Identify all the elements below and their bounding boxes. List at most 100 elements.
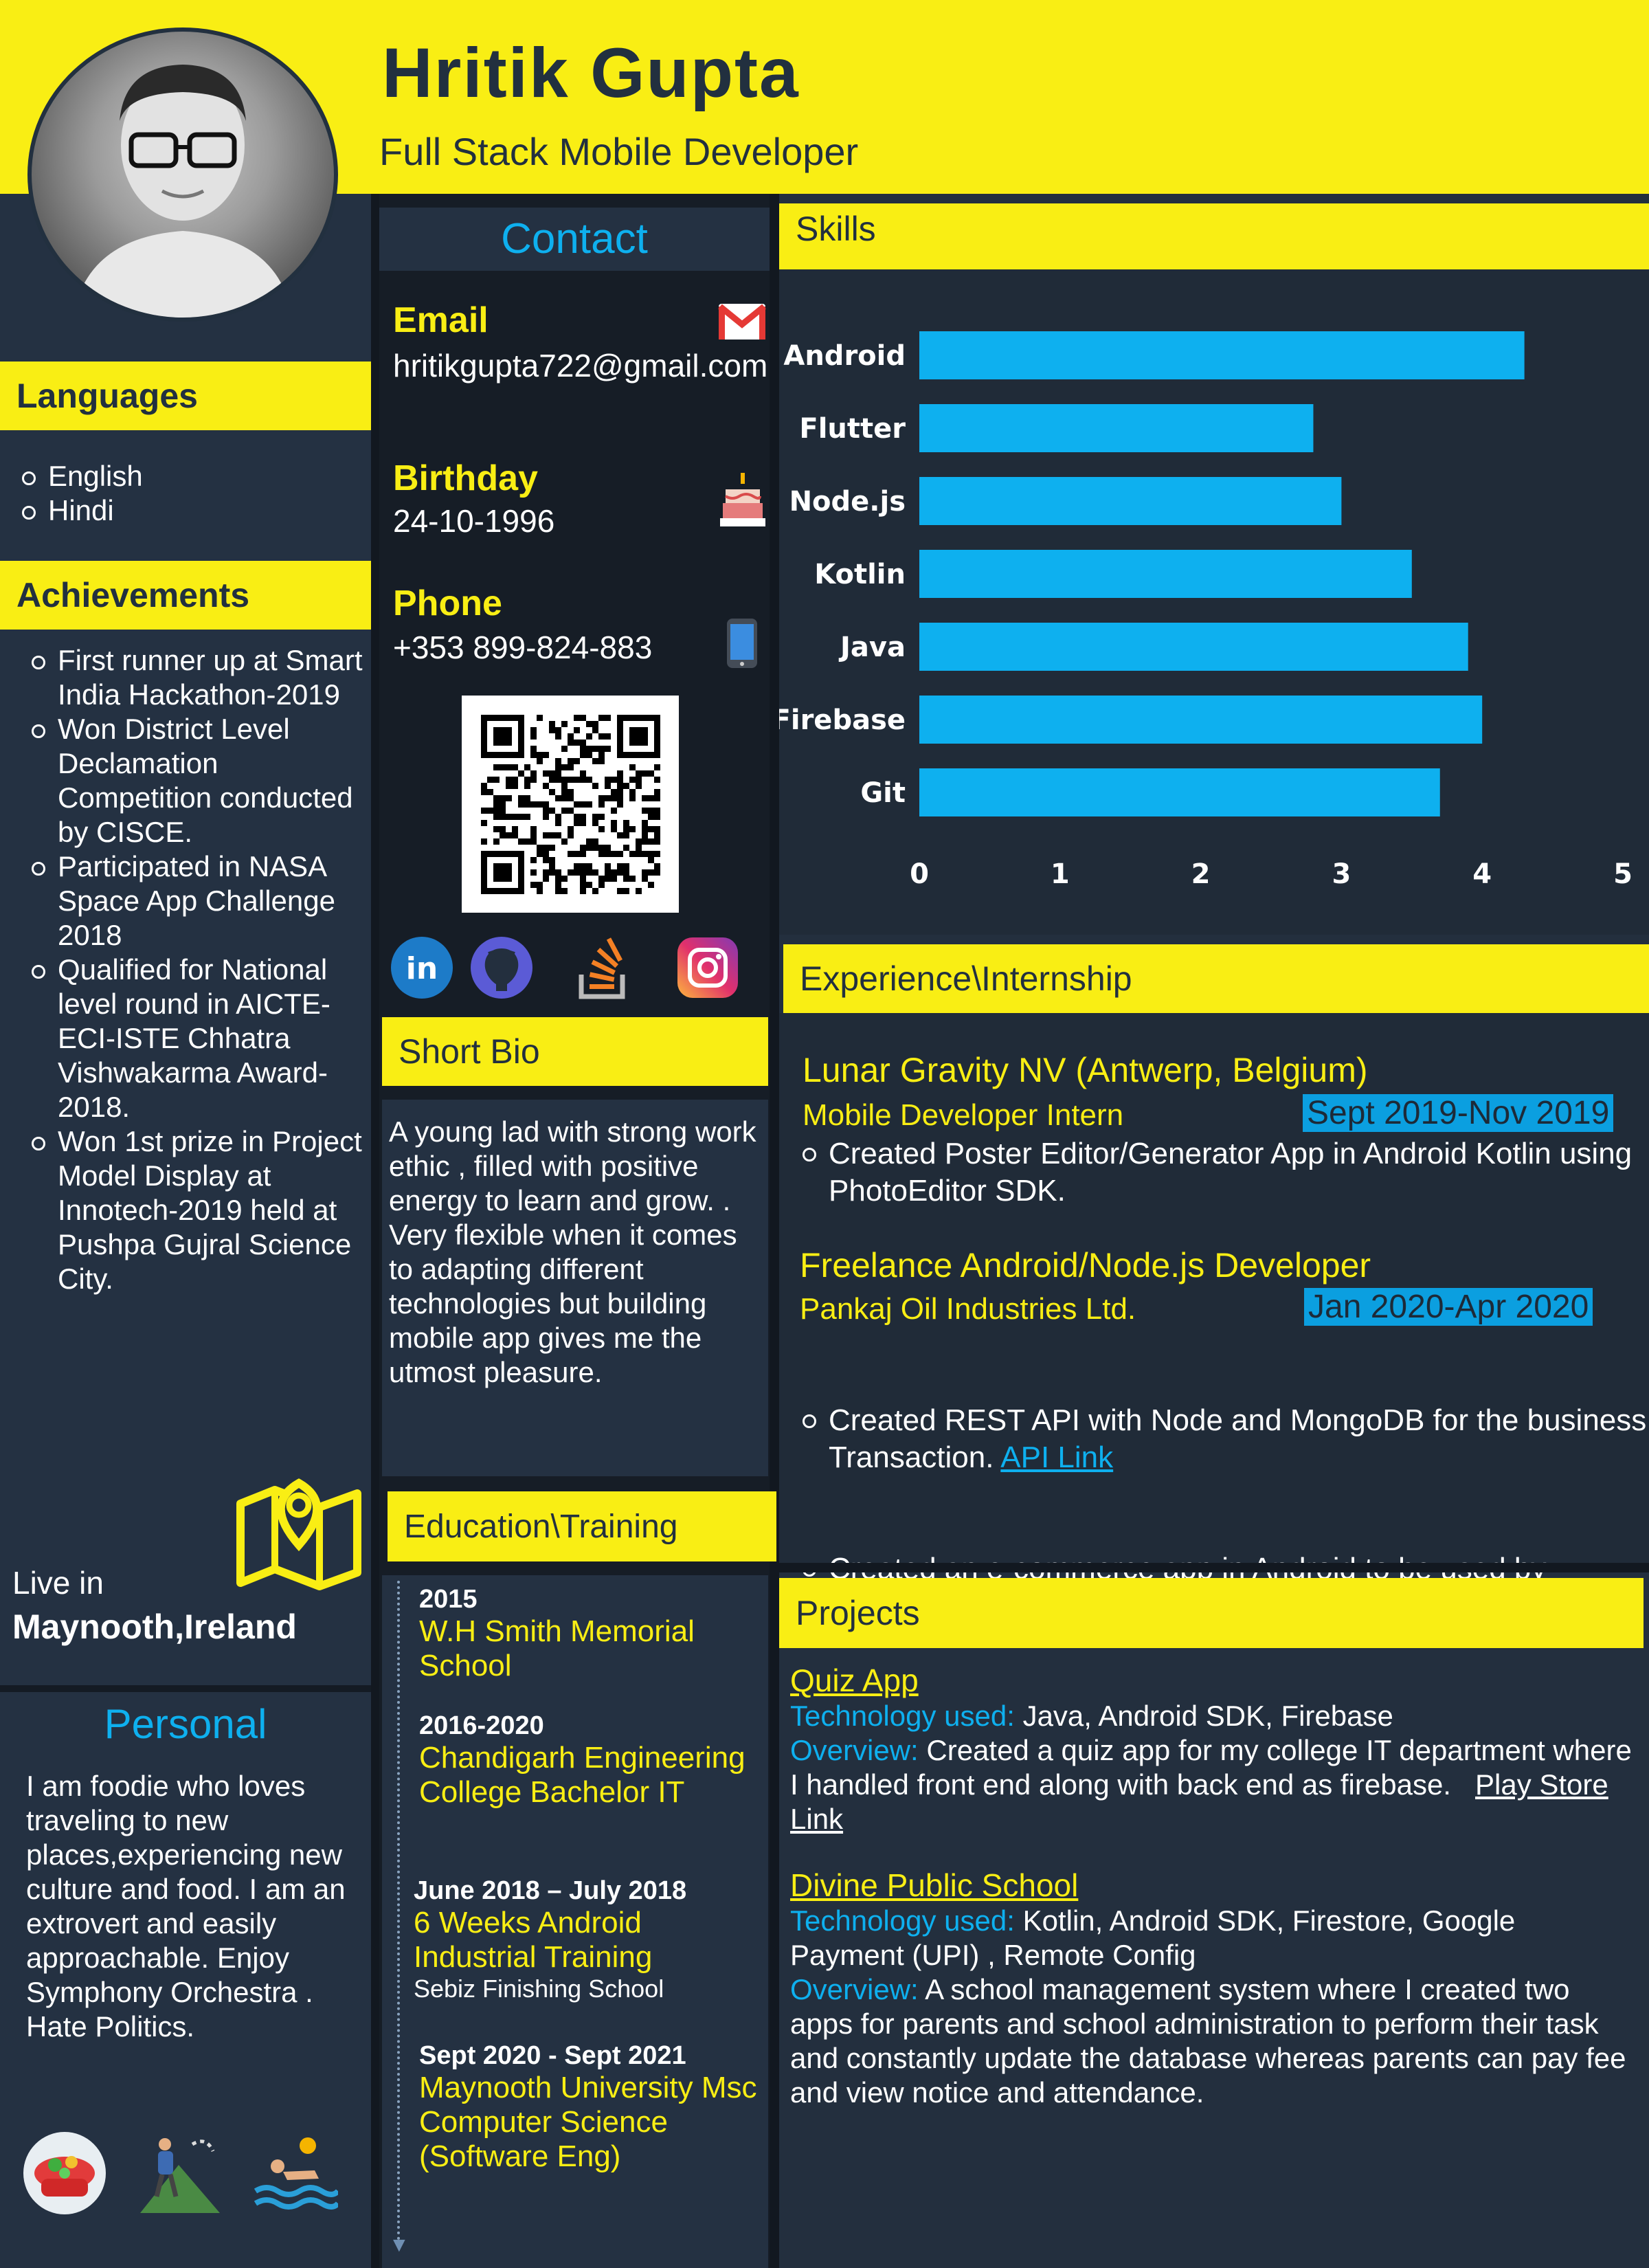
education-name: Chandigarh Engineering College Bachelor … bbox=[419, 1741, 745, 1809]
chart-bar bbox=[919, 404, 1314, 452]
person-name: Hritik Gupta bbox=[382, 34, 800, 112]
education-year: June 2018 – July 2018 bbox=[414, 1876, 687, 1905]
job-role: Pankaj Oil Industries Ltd. bbox=[800, 1292, 1136, 1326]
tech-label: Technology used: bbox=[790, 1700, 1015, 1732]
chart-tick-label: 3 bbox=[1332, 858, 1351, 890]
avatar bbox=[27, 27, 338, 322]
email-label: Email bbox=[393, 300, 489, 340]
phone-value[interactable]: +353 899-824-883 bbox=[393, 630, 653, 665]
chart-bar bbox=[919, 768, 1440, 816]
swimming-icon bbox=[253, 2131, 341, 2219]
education-name: W.H Smith Memorial School bbox=[419, 1614, 695, 1682]
project-tech: Java, Android SDK, Firebase bbox=[1022, 1700, 1393, 1732]
svg-text:in: in bbox=[406, 951, 438, 986]
projects-heading: Projects bbox=[779, 1578, 1644, 1648]
job-point: Created REST API with Node and MongoDB f… bbox=[797, 1402, 1649, 1476]
bio-panel bbox=[382, 1100, 768, 1476]
play-store-link[interactable]: Play Store Link bbox=[790, 1768, 1608, 1835]
languages-heading: Languages bbox=[0, 362, 371, 430]
education-year: Sept 2020 - Sept 2021 bbox=[419, 2041, 686, 2070]
language-item: English bbox=[16, 459, 360, 493]
chart-bar bbox=[919, 550, 1412, 598]
job-title: Full Stack Mobile Developer bbox=[379, 130, 859, 173]
personal-text: I am foodie who loves traveling to new p… bbox=[26, 1769, 359, 2044]
bio-heading: Short Bio bbox=[382, 1017, 768, 1086]
column-divider bbox=[371, 194, 379, 2268]
job-company: Lunar Gravity NV (Antwerp, Belgium) bbox=[803, 1051, 1368, 1089]
achievement-item: First runner up at Smart India Hackathon… bbox=[26, 643, 371, 712]
education-item: 2015 W.H Smith Memorial School bbox=[419, 1585, 763, 1683]
project-item: Divine Public School Technology used: Ko… bbox=[790, 1867, 1635, 2110]
education-item: June 2018 – July 2018 6 Weeks Android In… bbox=[414, 1876, 764, 2003]
education-name: Maynooth University Msc Computer Science… bbox=[419, 2071, 757, 2173]
birthday-label: Birthday bbox=[393, 458, 538, 498]
project-overview: A school management system where I creat… bbox=[790, 1973, 1626, 2109]
education-panel bbox=[382, 1575, 768, 2268]
location-value: Maynooth,Ireland bbox=[12, 1608, 297, 1646]
personal-paragraph-2: Hate Politics. bbox=[26, 2010, 195, 2043]
education-year: 2015 bbox=[419, 1585, 478, 1614]
chart-tick-label: 2 bbox=[1191, 858, 1211, 890]
stackoverflow-icon[interactable] bbox=[574, 936, 633, 1003]
chart-tick-label: 0 bbox=[910, 858, 929, 890]
timeline-arrow-icon: ▼ bbox=[389, 2234, 410, 2256]
chart-category-label: Node.js bbox=[789, 486, 906, 518]
column-divider-2 bbox=[770, 194, 779, 2268]
achievements-heading: Achievements bbox=[0, 561, 371, 630]
chart-category-label: Git bbox=[860, 777, 906, 809]
chart-tick-label: 5 bbox=[1613, 858, 1633, 890]
project-item: Quiz App Technology used: Java, Android … bbox=[790, 1662, 1635, 1836]
chart-tick-label: 1 bbox=[1051, 858, 1070, 890]
map-pin-icon bbox=[234, 1463, 364, 1597]
linkedin-icon[interactable]: in bbox=[390, 936, 453, 1003]
phone-label: Phone bbox=[393, 583, 502, 623]
chart-tick-label: 4 bbox=[1472, 858, 1492, 890]
chart-category-label: Flutter bbox=[799, 413, 906, 445]
education-item: Sept 2020 - Sept 2021 Maynooth Universit… bbox=[419, 2041, 765, 2174]
birthday-cake-icon bbox=[719, 471, 767, 533]
bio-text: A young lad with strong work ethic , fil… bbox=[389, 1115, 756, 1388]
qr-code[interactable] bbox=[462, 696, 679, 913]
achievement-item: Participated in NASA Space App Challenge… bbox=[26, 849, 371, 953]
overview-label: Overview: bbox=[790, 1734, 919, 1766]
chart-bar bbox=[919, 331, 1525, 379]
project-overview: Created a quiz app for my college IT dep… bbox=[790, 1734, 1632, 1801]
chart-category-label: Java bbox=[838, 632, 906, 663]
project-title[interactable]: Divine Public School bbox=[790, 1867, 1079, 1903]
achievements-list: First runner up at Smart India Hackathon… bbox=[26, 643, 371, 1296]
experience-heading: Experience\Internship bbox=[783, 944, 1649, 1013]
project-tech: Kotlin, Android SDK, Firestore, Google P… bbox=[790, 1904, 1516, 1971]
avatar-portrait bbox=[73, 65, 293, 318]
education-sub: Sebiz Finishing School bbox=[414, 1975, 664, 2003]
education-name: 6 Weeks Android Industrial Training bbox=[414, 1906, 653, 1974]
qr-code-pattern bbox=[481, 715, 660, 894]
job-point-text: Created REST API with Node and MongoDB f… bbox=[829, 1403, 1647, 1474]
personal-heading: Personal bbox=[104, 1701, 267, 1747]
job-company: Freelance Android/Node.js Developer bbox=[800, 1246, 1371, 1285]
email-value[interactable]: hritikgupta722@gmail.com bbox=[393, 348, 768, 383]
api-link[interactable]: API Link bbox=[1000, 1441, 1114, 1474]
left-column bbox=[0, 194, 371, 2268]
project-title[interactable]: Quiz App bbox=[790, 1663, 919, 1698]
personal-paragraph: I am foodie who loves traveling to new p… bbox=[26, 1770, 346, 2008]
chart-category-label: Kotlin bbox=[814, 559, 906, 590]
achievement-item: Qualified for National level round in AI… bbox=[26, 953, 371, 1124]
tech-label: Technology used: bbox=[790, 1904, 1015, 1937]
gmail-icon bbox=[717, 302, 767, 344]
section-divider bbox=[0, 1685, 371, 1692]
github-icon[interactable] bbox=[470, 936, 533, 1003]
achievement-item: Won 1st prize in Project Model Display a… bbox=[26, 1124, 371, 1296]
timeline-line bbox=[397, 1581, 400, 2241]
skills-panel bbox=[779, 269, 1649, 935]
instagram-icon[interactable] bbox=[676, 936, 739, 1003]
overview-label: Overview: bbox=[790, 1973, 919, 2005]
birthday-value: 24-10-1996 bbox=[393, 503, 555, 539]
job-date: Jan 2020-Apr 2020 bbox=[1304, 1288, 1593, 1326]
language-item: Hindi bbox=[16, 493, 360, 528]
chart-bar bbox=[919, 623, 1468, 671]
chart-category-label: Android bbox=[783, 340, 906, 372]
live-in-label: Live in bbox=[12, 1565, 104, 1601]
education-item: 2016-2020 Chandigarh Engineering College… bbox=[419, 1711, 763, 1810]
mobile-phone-icon bbox=[726, 617, 759, 673]
job-point: Created Poster Editor/Generator App in A… bbox=[797, 1135, 1649, 1210]
